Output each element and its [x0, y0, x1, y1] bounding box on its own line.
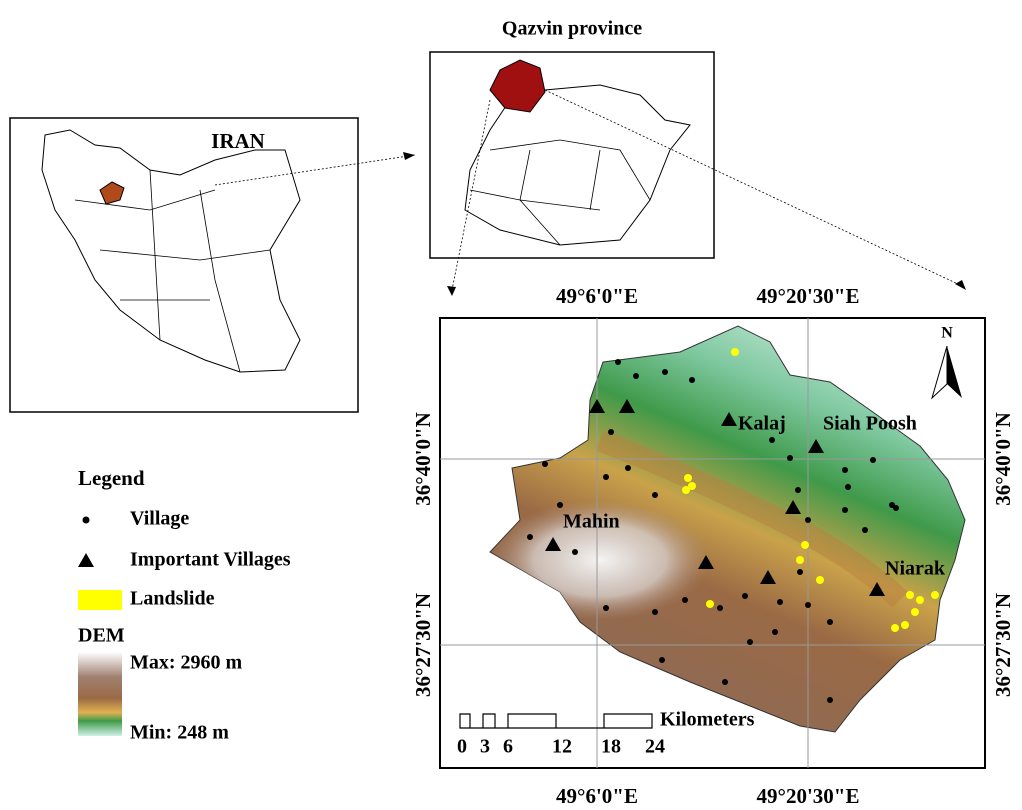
- scale-bar: [460, 714, 652, 728]
- village: [652, 609, 658, 615]
- village: [795, 487, 801, 493]
- village: [633, 373, 639, 379]
- village: [893, 505, 899, 511]
- landslide: [906, 591, 914, 599]
- village: [769, 437, 775, 443]
- village: [797, 569, 803, 575]
- legend-village-symbol: [83, 517, 90, 524]
- legend-landslide: Landslide: [130, 588, 215, 610]
- scale-label: 24: [645, 736, 665, 758]
- landslide: [916, 596, 924, 604]
- legend-title: Legend: [78, 466, 145, 490]
- landslide: [816, 576, 824, 584]
- village: [652, 492, 658, 498]
- village: [777, 599, 783, 605]
- landslide: [706, 600, 714, 608]
- village: [572, 549, 578, 555]
- village: [659, 657, 665, 663]
- scale-unit: Kilometers: [660, 709, 755, 731]
- village: [742, 593, 748, 599]
- province-title: Qazvin province: [502, 18, 642, 40]
- village: [717, 605, 723, 611]
- legend-village: Village: [130, 508, 189, 530]
- dem-max: Max: 2960 m: [130, 652, 243, 674]
- village: [862, 527, 868, 533]
- village: [845, 484, 851, 490]
- province-outline: [465, 85, 690, 245]
- village: [827, 619, 833, 625]
- village: [772, 629, 778, 635]
- legend-important: Important Villages: [130, 549, 291, 571]
- village: [805, 517, 811, 523]
- village: [625, 465, 631, 471]
- scale-label: 12: [552, 736, 572, 758]
- village: [805, 602, 811, 608]
- landslide: [796, 556, 804, 564]
- legend-important-symbol: [78, 553, 94, 567]
- village: [603, 474, 609, 480]
- village: [842, 467, 848, 473]
- village: [542, 461, 548, 467]
- scale-label: 18: [601, 736, 621, 758]
- scale-label: 0: [457, 736, 467, 758]
- bottom-label: 49°20'30"E: [757, 784, 860, 808]
- landslide: [801, 541, 809, 549]
- bottom-label: 49°6'0"E: [556, 784, 638, 808]
- place-label: Mahin: [563, 511, 620, 533]
- village: [787, 455, 793, 461]
- right-label: 36°40'0"N: [991, 412, 1015, 506]
- legend-dem: DEM: [78, 625, 125, 647]
- village: [662, 369, 668, 375]
- village: [722, 679, 728, 685]
- village: [603, 605, 609, 611]
- landslide: [684, 474, 692, 482]
- left-label: 36°40'0"N: [411, 412, 435, 506]
- village: [682, 597, 688, 603]
- landslide: [901, 621, 909, 629]
- left-label: 36°27'30"N: [411, 593, 435, 697]
- landslide: [911, 608, 919, 616]
- village: [557, 502, 563, 508]
- scale-label: 3: [480, 736, 490, 758]
- scale-label: 6: [503, 736, 513, 758]
- legend-landslide-symbol: [78, 590, 122, 610]
- dem-min: Min: 248 m: [130, 722, 229, 744]
- top-label: 49°20'30"E: [757, 284, 860, 308]
- village: [870, 457, 876, 463]
- figure: IRAN Qazvin province 49°6'0"E 49°20'30"E…: [0, 0, 1022, 810]
- dem-ramp: [78, 652, 122, 736]
- village: [608, 429, 614, 435]
- landslide: [931, 591, 939, 599]
- village: [689, 377, 695, 383]
- top-label: 49°6'0"E: [556, 284, 638, 308]
- village: [827, 697, 833, 703]
- village: [747, 639, 753, 645]
- iran-label: IRAN: [211, 129, 265, 153]
- right-label: 36°27'30"N: [991, 593, 1015, 697]
- landslide: [731, 348, 739, 356]
- place-label: Niarak: [885, 558, 946, 580]
- landslide: [682, 486, 690, 494]
- village: [842, 507, 848, 513]
- village: [615, 359, 621, 365]
- landslide: [891, 624, 899, 632]
- place-label: Siah Poosh: [823, 413, 917, 435]
- place-label: Kalaj: [738, 413, 786, 435]
- north-label: N: [941, 325, 953, 342]
- village: [527, 534, 533, 540]
